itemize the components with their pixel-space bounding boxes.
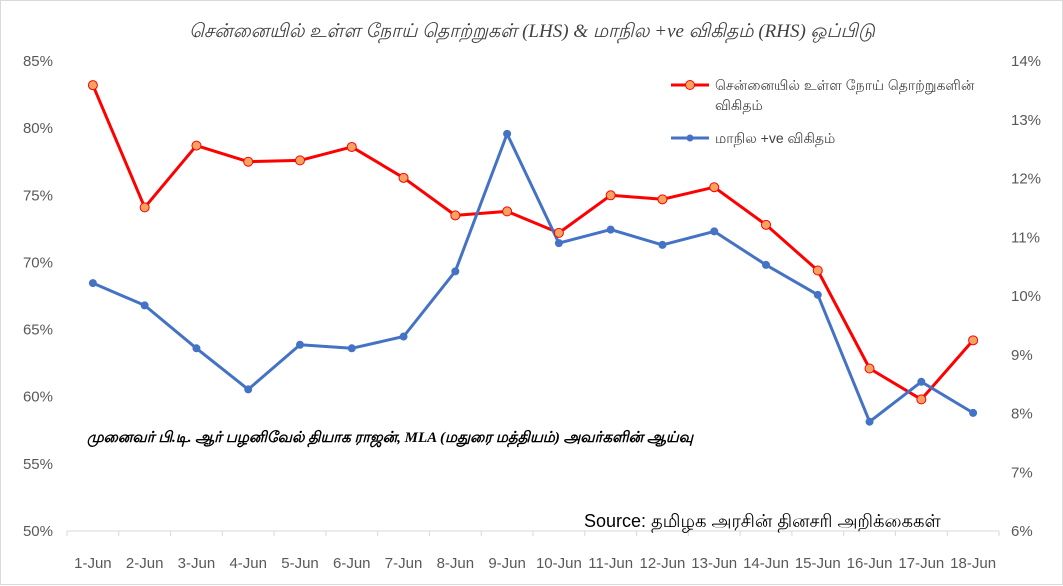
right-tick-label: 11% bbox=[1011, 229, 1040, 246]
series-1-point bbox=[296, 340, 304, 349]
series-1-point bbox=[88, 279, 97, 288]
series-1-point bbox=[140, 301, 149, 310]
right-tick-label: 12% bbox=[1011, 171, 1041, 188]
series-0-point bbox=[812, 265, 823, 276]
right-tick-label: 7% bbox=[1011, 464, 1033, 481]
series-1-point bbox=[762, 260, 770, 269]
right-tick-label: 6% bbox=[1011, 523, 1033, 540]
x-tick-label: 18-Jun bbox=[950, 555, 996, 572]
left-tick-label: 65% bbox=[23, 322, 53, 339]
legend-label-state: மாநில +ve விகிதம் bbox=[715, 130, 835, 147]
series-1-point bbox=[399, 332, 408, 341]
series-1-point bbox=[710, 227, 719, 236]
left-tick-label: 80% bbox=[23, 120, 53, 137]
series-1-point bbox=[969, 408, 978, 417]
series-1-point bbox=[244, 385, 253, 394]
x-tick-label: 15-Jun bbox=[795, 555, 841, 572]
series-line-0 bbox=[91, 84, 975, 401]
x-tick-label: 11-Jun bbox=[588, 555, 633, 572]
series-1-point bbox=[917, 377, 926, 386]
left-tick-label: 55% bbox=[23, 456, 53, 473]
series-0-point bbox=[864, 363, 875, 374]
series-1-point bbox=[451, 267, 460, 276]
series-0-point bbox=[139, 202, 150, 213]
right-tick-label: 13% bbox=[1011, 112, 1041, 129]
series-1-point bbox=[658, 240, 667, 249]
series-1-point bbox=[192, 344, 201, 353]
left-tick-label: 50% bbox=[23, 523, 53, 540]
series-0-point bbox=[761, 219, 771, 230]
x-tick-label: 10-Jun bbox=[536, 555, 582, 572]
series-0-point bbox=[243, 156, 254, 167]
series-1-point bbox=[503, 129, 512, 138]
x-tick-label: 6-Jun bbox=[333, 555, 371, 572]
legend: சென்னையில் உள்ள நோய் தொற்றுகளின் விகிதம் … bbox=[671, 77, 975, 147]
series-0-point bbox=[657, 194, 668, 205]
left-tick-label: 60% bbox=[23, 389, 53, 406]
legend-label-chennai: சென்னையில் உள்ள நோய் தொற்றுகளின் விகிதம் bbox=[715, 77, 975, 114]
annotation-text: முனைவர் பி.டி. ஆர் பழனிவேல் தியாக ராஜன்,… bbox=[87, 429, 695, 448]
x-tick-label: 13-Jun bbox=[691, 555, 737, 572]
right-tick-label: 14% bbox=[1011, 53, 1041, 70]
series-layer bbox=[87, 80, 979, 426]
series-1-point bbox=[606, 225, 615, 234]
series-line-1 bbox=[92, 132, 974, 424]
left-tick-label: 70% bbox=[23, 254, 53, 271]
legend-marker-chennai bbox=[685, 80, 695, 90]
series-0-point bbox=[295, 155, 305, 166]
x-tick-label: 2-Jun bbox=[126, 555, 164, 572]
series-0-point bbox=[553, 227, 564, 238]
series-0-point bbox=[398, 172, 409, 183]
x-tick-label: 3-Jun bbox=[178, 555, 216, 572]
series-0-point bbox=[502, 206, 513, 217]
x-tick-label: 12-Jun bbox=[640, 555, 686, 572]
x-tick-label: 5-Jun bbox=[281, 555, 319, 572]
legend-item-state: மாநில +ve விகிதம் bbox=[671, 130, 835, 147]
x-tick-label: 14-Jun bbox=[743, 555, 789, 572]
series-0-point bbox=[450, 210, 461, 221]
series-0-point bbox=[87, 80, 98, 91]
series-0-point bbox=[605, 190, 616, 201]
series-0-point bbox=[709, 182, 720, 193]
series-1-point bbox=[347, 344, 356, 353]
x-tick-label: 17-Jun bbox=[898, 555, 944, 572]
legend-item-chennai: சென்னையில் உள்ள நோய் தொற்றுகளின் விகிதம் bbox=[671, 77, 975, 114]
x-axis-ticks: 1-Jun 2-Jun 3-Jun 4-Jun 5-Jun 6-Jun 7-Jun 8-Jun… bbox=[66, 531, 1000, 572]
left-axis-ticks: 50% 55% 60% 65% 70% 75% 80% 85% bbox=[23, 53, 53, 540]
right-tick-label: 9% bbox=[1011, 347, 1033, 364]
chart-title: சென்னையில் உள்ள நோய் தொற்றுகள் (LHS) & ம… bbox=[189, 21, 876, 44]
right-axis-ticks: 6% 7% 8% 9% 10% 11% 12% 13% 14% bbox=[1011, 53, 1041, 540]
x-tick-label: 4-Jun bbox=[229, 555, 267, 572]
x-tick-label: 1-Jun bbox=[74, 555, 112, 572]
x-tick-label: 8-Jun bbox=[437, 555, 475, 572]
series-1-point bbox=[813, 290, 822, 299]
source-text: Source: தமிழக அரசின் தினசரி அறிக்கைகள் bbox=[584, 511, 942, 533]
left-tick-label: 75% bbox=[23, 187, 53, 204]
x-tick-label: 7-Jun bbox=[385, 555, 423, 572]
x-tick-label: 16-Jun bbox=[847, 555, 893, 572]
series-0-point bbox=[968, 335, 979, 346]
series-1-point bbox=[865, 417, 874, 426]
legend-marker-state bbox=[686, 134, 694, 142]
x-tick-label: 9-Jun bbox=[488, 555, 526, 572]
right-tick-label: 10% bbox=[1011, 288, 1041, 305]
series-0-point bbox=[191, 140, 202, 151]
left-tick-label: 85% bbox=[23, 53, 53, 70]
series-1-point bbox=[554, 239, 563, 248]
right-tick-label: 8% bbox=[1011, 406, 1033, 423]
series-0-point bbox=[346, 141, 357, 152]
series-0-point bbox=[916, 394, 927, 405]
